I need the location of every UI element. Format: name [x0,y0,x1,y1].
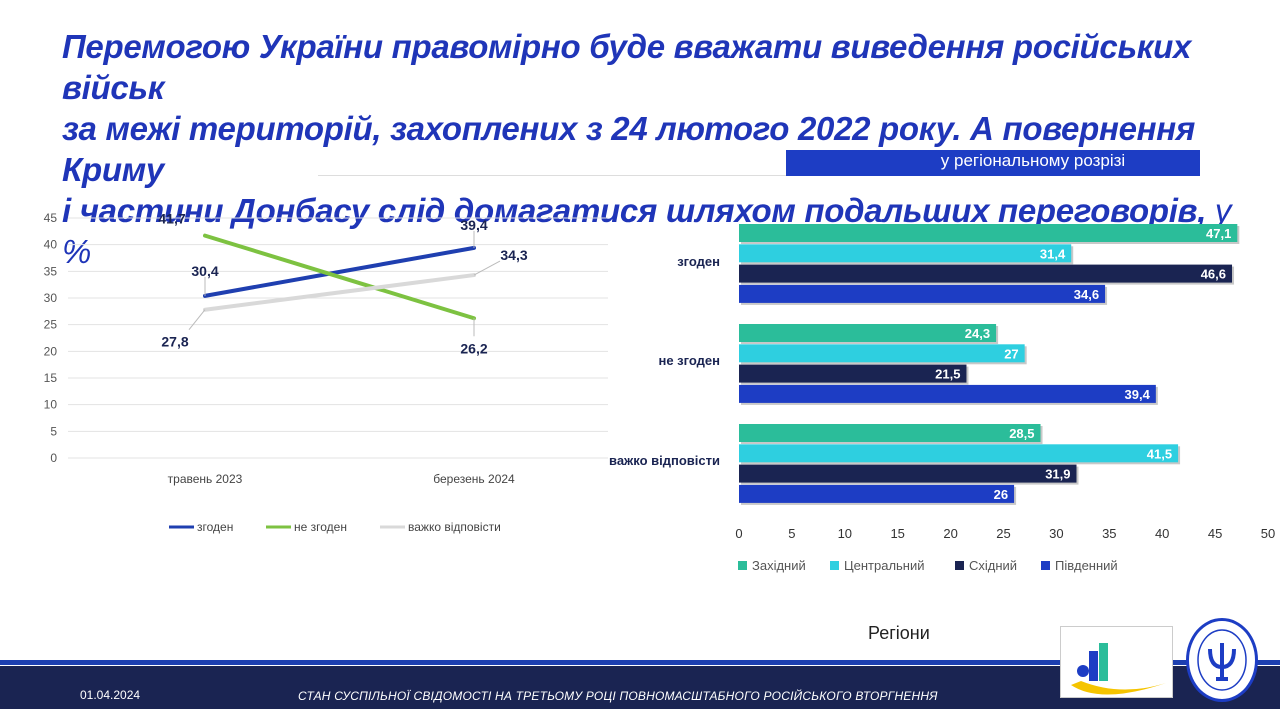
title-line-3: і частини Донбасу слід домагатися шляхом… [62,190,1242,272]
data-label: 24,3 [965,326,990,341]
data-label: 31,9 [1045,467,1070,482]
x-tick-label: 20 [943,526,957,541]
bar [739,384,1156,403]
data-label: 34,3 [500,247,527,263]
legend-label: Східний [969,558,1017,573]
data-label: 41,5 [1147,446,1172,461]
footer-date: 01.04.2024 [80,688,141,702]
institute-seal-logo [1186,618,1258,702]
data-label: 28,5 [1009,426,1034,441]
title-line-3-text: і частини Донбасу слід домагатися шляхом… [62,192,1207,229]
x-tick-label: 40 [1155,526,1169,541]
legend-label: згоден [197,520,233,534]
legend-label: Західний [752,558,806,573]
x-tick-label: 15 [890,526,904,541]
x-tick-label: 5 [788,526,795,541]
association-logo-graphic [1071,643,1166,695]
bar [739,324,997,342]
leader-line [188,309,206,331]
bar [739,224,1238,242]
data-label: 26,2 [460,340,487,356]
y-tick-label: 35 [44,264,58,278]
bar [739,284,1106,303]
data-label: 31,4 [1040,246,1066,261]
data-label: 39,4 [460,217,487,233]
leader-line [473,260,501,276]
bar [739,344,1025,363]
legend-swatch [830,561,839,570]
y-tick-label: 25 [44,318,58,332]
data-label: 34,6 [1074,287,1099,302]
legend-label: не згоден [294,520,347,534]
y-tick-label: 40 [44,238,58,252]
legend-swatch [738,561,747,570]
data-label: 47,1 [1206,226,1231,241]
y-tick-label: 20 [44,344,58,358]
x-tick-label: 0 [735,526,742,541]
legend-label: Центральний [844,558,925,573]
legend-swatch [1041,561,1050,570]
x-tick-label: березень 2024 [433,472,515,486]
series-line-2 [203,233,476,321]
line-chart: 0 5 10 15 20 25 30 35 40 45 травень 2023 березень 2… [44,211,608,534]
x-tick-label: 45 [1208,526,1222,541]
bar [739,264,1233,283]
legend-label: Південний [1055,558,1118,573]
series-line-1 [203,245,476,298]
data-label: 21,5 [935,367,960,382]
x-axis-title: Регіони [868,623,930,643]
y-tick-label: 10 [44,398,58,412]
y-tick-label: 15 [44,371,58,385]
page-title: Перемогою України правомірно буде вважат… [62,26,1242,272]
x-tick-label: 30 [1049,526,1063,541]
footer-stripe [0,660,1280,665]
title-line-2: за межі територій, захоплених з 24 лютог… [62,110,1196,188]
x-tick-label: 50 [1261,526,1275,541]
y-tick-label: 30 [44,291,58,305]
data-label: 27 [1004,346,1018,361]
title-line-1: Перемогою України правомірно буде вважат… [62,28,1192,106]
data-label: 39,4 [1125,387,1151,402]
data-label: 27,8 [161,334,188,350]
data-label: 26 [994,487,1008,502]
psi-icon [1197,629,1247,691]
legend-swatch [955,561,964,570]
title-unit: у % [62,192,1232,270]
category-label: важко відповісти [609,453,720,468]
x-tick-label: 10 [838,526,852,541]
y-tick-label: 0 [50,451,57,465]
legend-label: важко відповісти [408,520,501,534]
subtitle-banner: у регіональному розрізі [786,150,1200,176]
bar [739,484,1015,503]
bar-chart: 0 5 10 15 20 25 30 35 40 45 50 згоден не згоден важко… [609,224,1275,573]
x-tick-label: травень 2023 [168,472,243,486]
category-label: не згоден [658,353,720,368]
y-tick-label: 45 [44,211,58,225]
data-label: 41,7 [158,211,185,227]
series-line-3 [203,273,476,312]
data-label: 46,6 [1201,267,1226,282]
x-tick-label: 25 [996,526,1010,541]
bar [739,464,1077,483]
bar [739,244,1072,263]
x-tick-label: 35 [1102,526,1116,541]
bar [739,444,1179,463]
association-logo [1060,626,1173,698]
category-label: згоден [677,254,720,269]
footer-text: СТАН СУСПІЛЬНОЇ СВІДОМОСТІ НА ТРЕТЬОМУ Р… [298,689,938,703]
bar [739,424,1041,442]
divider [318,175,788,176]
y-tick-label: 5 [50,424,57,438]
data-label: 30,4 [191,263,218,279]
bar [739,364,967,383]
